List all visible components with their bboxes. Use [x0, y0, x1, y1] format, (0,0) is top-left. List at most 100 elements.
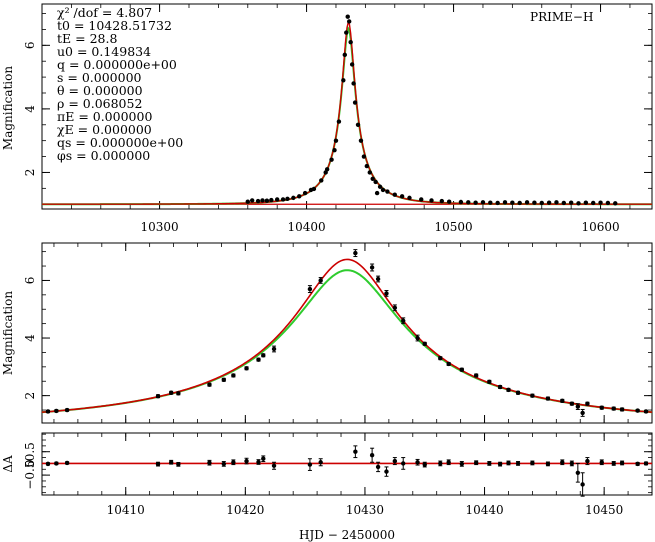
data-point	[539, 200, 544, 206]
data-point	[585, 458, 590, 464]
data-point	[285, 196, 290, 202]
data-point	[545, 461, 551, 467]
data-point	[459, 461, 465, 467]
data-point	[643, 409, 649, 414]
zoom-frame	[41, 242, 653, 424]
data-point	[297, 194, 302, 199]
data-point	[510, 200, 515, 205]
data-point	[497, 384, 503, 390]
data-point	[269, 197, 274, 203]
data-point	[244, 458, 249, 464]
data-point	[342, 52, 347, 58]
data-point	[54, 408, 59, 414]
data-point	[370, 176, 375, 182]
data-point	[515, 390, 521, 395]
model-curve	[41, 258, 653, 413]
data-point	[352, 100, 358, 105]
data-point	[54, 461, 59, 466]
data-point	[333, 138, 339, 143]
data-point	[260, 198, 265, 203]
residual-x-tick-10410: 10410	[107, 503, 145, 517]
param-u0: u0 = 0.149834	[57, 44, 151, 59]
data-point	[502, 200, 508, 205]
data-point	[207, 460, 212, 465]
data-point	[221, 461, 227, 467]
overview-x-tick-10300: 10300	[140, 220, 178, 234]
param-rho: ρ = 0.068052	[57, 96, 142, 111]
param-theta: θ = 0.000000	[57, 83, 143, 98]
data-point	[446, 199, 452, 204]
data-point	[380, 187, 386, 193]
data-point	[488, 200, 493, 205]
data-point	[399, 194, 405, 199]
data-point	[599, 460, 604, 465]
param-piE: πE = 0.000000	[57, 109, 152, 124]
data-point	[64, 460, 70, 466]
data-point	[375, 276, 381, 282]
data-point	[369, 265, 375, 270]
data-point	[353, 250, 358, 256]
data-point	[348, 39, 353, 45]
data-point	[575, 404, 581, 409]
data-point	[569, 461, 575, 466]
data-point	[438, 356, 443, 361]
data-point	[318, 278, 323, 283]
data-point	[347, 19, 352, 24]
data-point	[605, 200, 611, 206]
data-point	[422, 341, 427, 346]
data-point	[619, 460, 625, 466]
data-point	[429, 198, 434, 203]
data-point	[613, 201, 618, 206]
data-point	[580, 482, 585, 487]
data-point	[611, 406, 616, 411]
data-point	[261, 456, 266, 461]
param-chi2: χ² /dof = 4.807	[57, 5, 152, 20]
overview-ticks	[41, 4, 652, 209]
data-point	[274, 197, 280, 202]
zoom-panel: 2 4 6 Magnification	[1, 242, 653, 424]
data-point	[506, 387, 511, 393]
data-point	[64, 407, 70, 413]
data-point	[575, 470, 581, 475]
residual-x-tick-10440: 10440	[465, 503, 503, 517]
data-point	[407, 195, 412, 201]
data-point	[384, 469, 389, 474]
residual-x-tick-10450: 10450	[585, 503, 623, 517]
data-point	[439, 198, 445, 204]
residual-y-axis-label: ΔA	[1, 455, 15, 473]
param-qs: qs = 0.000000e+00	[57, 135, 183, 150]
data-point	[245, 199, 250, 204]
data-point	[155, 394, 161, 399]
overview-panel: 10300 10400 10500 10600 2 4 6 Magnificat…	[1, 3, 653, 234]
data-point	[438, 461, 443, 466]
zoom-data-points	[45, 249, 649, 417]
data-point	[392, 458, 398, 464]
data-point	[545, 396, 551, 401]
param-tE: tE = 28.8	[57, 31, 117, 46]
data-point	[271, 463, 277, 468]
data-point	[361, 154, 367, 159]
data-point	[446, 361, 451, 367]
data-point	[643, 461, 649, 466]
overview-y-tick-4: 4	[23, 105, 37, 113]
data-point	[591, 200, 596, 206]
data-point	[517, 200, 522, 206]
data-point	[401, 461, 406, 466]
data-point	[392, 305, 398, 310]
overview-y-axis-label: Magnification	[1, 66, 15, 150]
data-point	[532, 200, 537, 205]
overview-y-tick-2: 2	[23, 169, 37, 177]
data-point	[302, 190, 308, 196]
data-point	[568, 200, 574, 205]
data-point	[256, 459, 261, 465]
param-s: s = 0.000000	[57, 70, 142, 85]
data-point	[336, 119, 342, 124]
data-point	[45, 461, 51, 467]
data-point	[168, 390, 174, 395]
data-point	[497, 461, 503, 467]
data-point	[332, 148, 337, 153]
data-point	[530, 460, 535, 466]
overview-y-tick-6: 6	[23, 41, 37, 49]
data-point	[319, 178, 324, 183]
